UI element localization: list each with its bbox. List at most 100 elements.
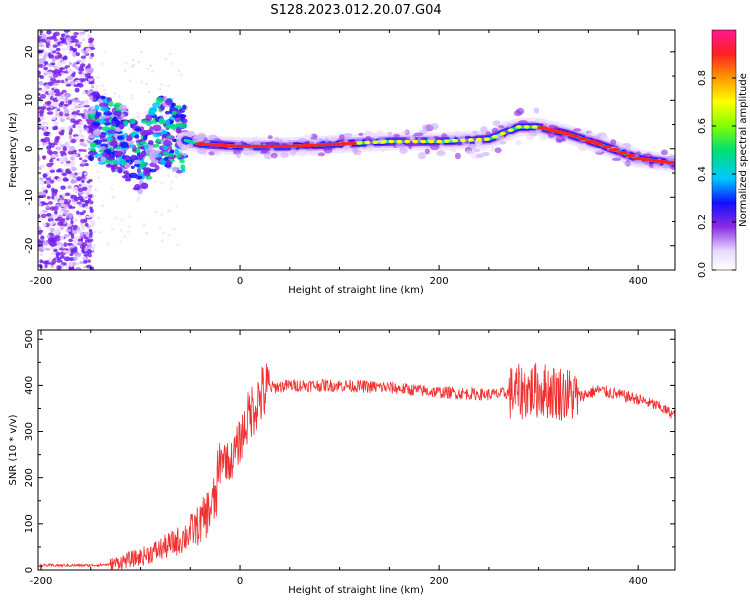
spectrogram-noise-mark	[80, 59, 86, 63]
spectrogram-turbulence-mark	[99, 118, 106, 125]
spectrogram-noise-mark	[78, 157, 83, 161]
spectrogram-noise-mark	[49, 142, 55, 148]
spectrogram-noise-mark	[127, 127, 131, 131]
colorbar: 0.0 0.2 0.4 0.6 0.8 Normalized spectral ampl…	[697, 29, 749, 278]
spectrogram-halo-mark	[395, 143, 406, 149]
spectrogram-noise-mark	[38, 202, 43, 207]
spectrogram-noise-mark	[136, 115, 140, 118]
spectrogram-turbulence-mark	[174, 148, 180, 155]
spectrogram-halo-mark	[573, 128, 582, 132]
spectrogram-turbulence-mark	[152, 133, 161, 138]
spectrogram-noise-mark	[42, 240, 49, 246]
spectrogram-noise-mark	[61, 172, 68, 177]
spectrogram-noise-mark	[63, 242, 68, 248]
spectrogram-halo-mark	[480, 126, 488, 134]
spectrogram-noise-mark	[145, 110, 149, 114]
spectrogram-turbulence-mark	[100, 106, 110, 112]
spectrogram-noise-mark	[38, 239, 42, 244]
spectrogram-noise-mark	[79, 142, 86, 146]
spectrogram-halo-mark	[626, 148, 631, 153]
spectrogram-halo-mark	[274, 136, 280, 143]
spectrogram-turbulence-mark	[144, 129, 153, 135]
spectrogram-peak-mark	[483, 137, 490, 141]
spectrogram-turbulence-mark	[98, 146, 106, 150]
spectrogram-halo-mark	[661, 149, 668, 155]
spectrogram-halo-mark	[561, 138, 566, 142]
spectrogram-noise-mark	[43, 126, 47, 131]
spectrogram-halo-mark	[271, 152, 278, 159]
spectrogram-noise-mark	[76, 267, 80, 270]
spectrogram-turbulence-mark	[117, 135, 124, 140]
spectrogram-turbulence-mark	[141, 120, 150, 124]
spectrogram-noise-mark	[52, 230, 59, 235]
spectrogram-noise-mark	[142, 223, 146, 226]
spectrogram-noise-mark	[72, 51, 78, 57]
spectrogram-noise-mark	[59, 67, 63, 73]
spectrogram-turbulence-mark	[103, 110, 113, 116]
spectrogram-noise-mark	[65, 250, 71, 255]
spectrogram-noise-mark	[56, 216, 63, 221]
spectrogram-noise-mark	[55, 251, 62, 256]
spectrogram-halo-mark	[359, 146, 364, 151]
spectrogram-noise-mark	[38, 70, 41, 76]
spectrogram-turbulence-mark	[176, 126, 181, 134]
spectrogram-marks	[38, 30, 675, 270]
spectrogram-turbulence-mark	[89, 142, 97, 149]
spectrogram-turbulence-mark	[128, 172, 138, 179]
spectrogram-noise-mark	[126, 230, 130, 233]
spectrogram-noise-mark	[62, 47, 66, 51]
spectrogram-turbulence-mark	[137, 188, 144, 194]
spectrogram-noise-mark	[94, 88, 98, 91]
spectrogram-turbulence-mark	[182, 104, 187, 110]
spectrogram-noise-mark	[78, 33, 83, 37]
spectrogram-noise-mark	[145, 231, 149, 235]
spectrogram-halo-mark	[516, 107, 525, 115]
spectrogram-turbulence-mark	[168, 152, 175, 157]
spectrogram-halo-mark	[633, 158, 643, 165]
spectrogram-xlabel: Height of straight line (km)	[288, 285, 424, 296]
spectrogram-halo-mark	[288, 149, 298, 157]
spectrogram-noise-mark	[77, 171, 83, 175]
spectrogram-halo-mark	[472, 130, 478, 135]
spectrogram-noise-mark	[70, 138, 77, 144]
spectrogram-noise-mark	[79, 261, 84, 265]
spectrogram-halo-mark	[499, 141, 507, 145]
spectrogram-noise-mark	[63, 256, 71, 262]
spectrogram-halo-mark	[365, 135, 372, 143]
spectrogram-noise-mark	[163, 114, 167, 117]
spectrogram-peak-mark	[523, 125, 530, 129]
spectrogram-halo-mark	[441, 133, 448, 140]
spectrogram-noise-mark	[72, 101, 76, 107]
spectrogram-noise-mark	[60, 79, 65, 84]
spectrogram-noise-mark	[38, 58, 44, 63]
spectrogram-halo-mark	[322, 147, 333, 151]
spectrogram-halo-mark	[600, 134, 609, 140]
spectrogram-frame	[37, 29, 676, 271]
spectrogram-ylabel: Frequency (Hz)	[8, 112, 19, 188]
spectrogram-noise-mark	[40, 38, 46, 43]
spectrogram-turbulence-mark	[113, 110, 122, 117]
spectrogram-turbulence-mark	[152, 144, 160, 148]
spectrogram-halo-mark	[648, 163, 655, 168]
spectrogram-noise-mark	[42, 260, 49, 265]
spectrogram-noise-mark	[76, 201, 82, 205]
spectrogram-noise-mark	[146, 103, 150, 106]
spectrogram-noise-mark	[40, 211, 44, 215]
spectrogram-peak-mark	[616, 150, 628, 155]
spectrogram-halo-mark	[464, 137, 470, 144]
spectrogram-halo-mark	[186, 130, 196, 136]
spectrogram-noise-mark	[139, 51, 143, 54]
spectrogram-noise-mark	[84, 222, 89, 227]
spectrogram-peak-mark	[444, 139, 451, 143]
spectrogram-turbulence-mark	[165, 98, 173, 106]
spectrogram-noise-mark	[59, 210, 64, 214]
spectrogram-noise-mark	[129, 97, 133, 101]
spectrogram-peak-mark	[561, 131, 573, 136]
spectrogram-noise-mark	[71, 153, 77, 158]
spectrogram-halo-mark	[246, 149, 257, 157]
spectrogram-noise-mark	[73, 256, 78, 261]
spectrogram-noise-mark	[77, 240, 83, 245]
spectrogram-turbulence-mark	[133, 184, 141, 191]
spectrogram-halo-mark	[324, 137, 330, 144]
spectrogram-peak-mark	[258, 144, 270, 149]
